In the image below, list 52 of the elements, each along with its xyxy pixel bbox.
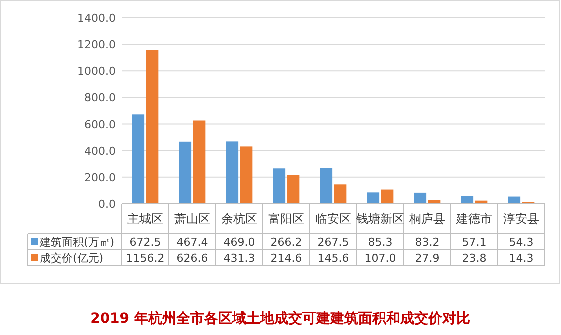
data-label: 83.2 [415, 236, 440, 249]
data-label: 23.8 [462, 252, 487, 265]
y-tick-label: 0.0 [98, 198, 116, 211]
data-label: 267.5 [318, 236, 350, 249]
y-tick-label: 400.0 [84, 144, 116, 158]
x-tick-label: 余杭区 [222, 212, 258, 226]
data-label: 27.9 [415, 252, 440, 265]
data-label: 626.6 [176, 252, 208, 265]
data-label: 14.3 [509, 252, 534, 265]
y-tick-label: 1200.0 [78, 38, 116, 52]
y-tick-label: 800.0 [84, 92, 116, 105]
legend-label: 成交价(亿元) [40, 252, 104, 265]
bar [287, 175, 300, 204]
data-label: 467.4 [176, 236, 208, 249]
data-label: 431.3 [224, 252, 256, 265]
y-tick-label: 600.0 [84, 118, 116, 132]
bar [146, 50, 159, 204]
y-tick-label: 200.0 [84, 171, 116, 184]
x-tick-label: 富阳区 [268, 212, 304, 226]
bar [240, 146, 253, 204]
x-tick-label: 建德市 [456, 212, 492, 226]
bar [381, 190, 394, 204]
y-tick-label: 1000.0 [78, 65, 116, 78]
bar [367, 192, 380, 204]
data-label: 145.6 [318, 252, 350, 265]
x-tick-label: 钱塘新区 [356, 212, 404, 226]
bar [334, 184, 347, 204]
bar [461, 196, 474, 204]
bar [179, 142, 192, 204]
x-tick-label: 淳安县 [504, 212, 540, 226]
bar [320, 168, 333, 204]
bar [414, 192, 427, 204]
data-label: 85.3 [368, 236, 393, 249]
data-label: 672.5 [130, 236, 162, 249]
bar [132, 114, 145, 204]
y-tick-label: 1400.0 [78, 12, 116, 25]
x-tick-label: 临安区 [316, 212, 352, 226]
data-label: 57.1 [462, 236, 487, 249]
data-label: 469.0 [224, 236, 256, 249]
x-tick-label: 萧山区 [174, 212, 210, 226]
bar [193, 120, 206, 204]
text: 2019 年杭州全市各区域土地成交可建建筑面积和成交价对比 [90, 310, 470, 327]
legend-label: 建筑面积(万㎡) [39, 236, 115, 249]
bar [226, 142, 239, 204]
data-label: 266.2 [270, 236, 302, 249]
bar [273, 168, 286, 204]
data-label: 54.3 [509, 236, 534, 249]
data-label: 214.6 [270, 252, 302, 265]
data-label: 107.0 [364, 252, 396, 265]
x-tick-label: 桐庐县 [408, 212, 446, 226]
x-tick-label: 主城区 [128, 212, 164, 226]
data-label: 1156.2 [126, 252, 165, 265]
